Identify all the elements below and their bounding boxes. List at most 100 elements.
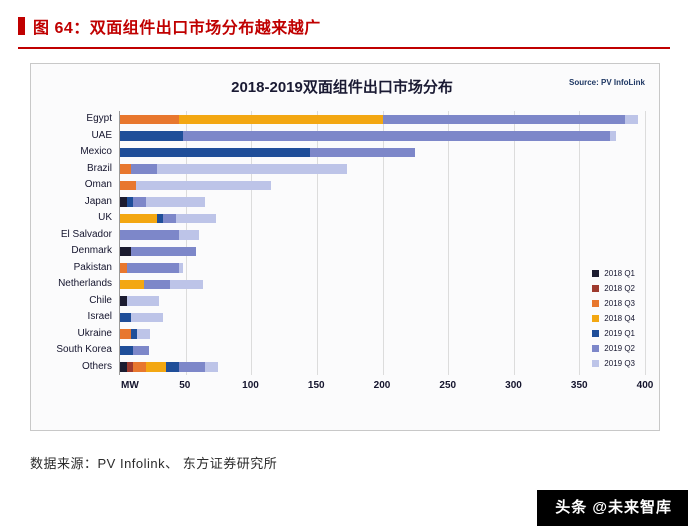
bar-segment: [120, 279, 144, 289]
bar-row: [120, 260, 645, 277]
gridline: [316, 111, 318, 375]
x-tick-label: 100: [242, 380, 259, 391]
category-label: El Salvador: [60, 228, 112, 240]
category-label: Pakistan: [73, 261, 112, 273]
category-labels: Egypt UAE Mexico Brazil Oman Japan UK El Salvad…: [39, 111, 119, 375]
gridline: [382, 111, 384, 375]
category-label: UK: [98, 212, 112, 223]
x-tick-label: 300: [505, 380, 522, 391]
chart-image: 2018-2019双面组件出口市场分布 Source: PV InfoLink …: [30, 63, 660, 431]
bar-segment: [165, 362, 180, 372]
bar-segment: [126, 362, 134, 372]
bar-segment: [120, 263, 127, 273]
bar-segment: [156, 213, 164, 223]
legend-item: 2018 Q4: [592, 311, 635, 326]
legend-item: 2019 Q3: [592, 356, 635, 371]
bar-segment: [130, 312, 164, 322]
x-axis: MW 50 100 150 200 250 300 350 400: [119, 375, 653, 393]
category-label: South Korea: [56, 344, 112, 355]
bar-row: [120, 326, 645, 343]
bar-segment: [179, 263, 183, 273]
bar-segment: [143, 279, 170, 289]
legend-swatch: [592, 285, 600, 292]
category-label: Japan: [84, 195, 112, 207]
watermark-badge: 头条 @未来智库: [537, 490, 688, 526]
bar-segment: [120, 230, 180, 240]
x-tick-label: 150: [307, 380, 325, 391]
bar-row: [120, 309, 645, 326]
figure-accent-bar: [18, 17, 25, 35]
bar-row: [120, 227, 645, 244]
bar-segment: [169, 279, 203, 289]
gridlines: [120, 111, 646, 375]
bar-segment: [120, 180, 136, 190]
x-tick-label: 400: [636, 380, 654, 391]
bars-area: [120, 111, 645, 375]
legend-label: 2019 Q3: [604, 359, 635, 368]
bar-segment: [183, 131, 610, 141]
category-label: Netherlands: [58, 278, 112, 289]
bar-segment: [120, 296, 127, 306]
chart-source-note: Source: PV InfoLink: [568, 78, 645, 87]
legend-label: 2019 Q2: [604, 344, 635, 353]
x-tick-label: 250: [439, 380, 457, 391]
gridline: [645, 111, 646, 375]
bar-segment: [120, 147, 311, 157]
bar-segment: [120, 213, 157, 223]
gridline: [185, 111, 187, 375]
bar-segment: [130, 329, 138, 339]
bar-segment: [126, 296, 160, 306]
bar-segment: [120, 131, 183, 141]
x-tick-label: 200: [373, 380, 391, 391]
x-tick-label: 350: [570, 380, 588, 391]
bar-segment: [176, 213, 216, 223]
legend-item: 2018 Q1: [592, 266, 635, 281]
bar-segment: [146, 362, 166, 372]
bar-segment: [120, 114, 180, 124]
bar-segment: [120, 246, 131, 256]
legend-label: 2018 Q2: [604, 284, 635, 293]
bar-row: [120, 161, 645, 178]
gridline: [513, 111, 515, 375]
legend-item: 2019 Q2: [592, 341, 635, 356]
bar-segment: [205, 362, 219, 372]
legend-label: 2018 Q3: [604, 299, 635, 308]
gridline: [448, 111, 450, 375]
bar-row: [120, 128, 645, 145]
legend-swatch: [592, 360, 600, 367]
category-label: Israel: [87, 311, 112, 322]
bar-segment: [179, 114, 383, 124]
category-label: Chile: [89, 294, 112, 306]
page: 图 64：双面组件出口市场分布越来越广 2018-2019双面组件出口市场分布 …: [0, 14, 688, 526]
bar-segment: [156, 164, 348, 174]
legend-swatch: [592, 330, 600, 337]
bar-row: [120, 293, 645, 310]
legend-swatch: [592, 300, 600, 307]
bar-segment: [179, 230, 199, 240]
bar-segment: [130, 246, 197, 256]
bar-segment: [120, 312, 131, 322]
x-tick-label: 50: [179, 380, 191, 391]
bar-segment: [382, 114, 626, 124]
bar-segment: [163, 213, 177, 223]
legend-label: 2019 Q1: [604, 329, 635, 338]
legend: 2018 Q1 2018 Q2 2018 Q3 2018 Q4 2019 Q1 2019 …: [592, 266, 635, 371]
bar-segment: [146, 197, 206, 207]
legend-label: 2018 Q1: [604, 269, 635, 278]
chart-body: Egypt UAE Mexico Brazil Oman Japan UK El Salvad…: [39, 111, 646, 375]
data-source-caption: 数据来源：PV Infolink、 东方证券研究所: [30, 456, 278, 471]
bar-segment: [120, 329, 131, 339]
category-label: Others: [81, 360, 112, 372]
bar-segment: [135, 180, 271, 190]
bar-row: [120, 111, 645, 128]
bar-segment: [137, 329, 151, 339]
bar-row: [120, 194, 645, 211]
bar-segment: [133, 197, 147, 207]
bar-segment: [310, 147, 416, 157]
bar-row: [120, 177, 645, 194]
legend-swatch: [592, 270, 600, 277]
bar-row: [120, 342, 645, 359]
legend-item: 2019 Q1: [592, 326, 635, 341]
category-label: Brazil: [86, 162, 112, 174]
category-label: UAE: [91, 129, 112, 141]
